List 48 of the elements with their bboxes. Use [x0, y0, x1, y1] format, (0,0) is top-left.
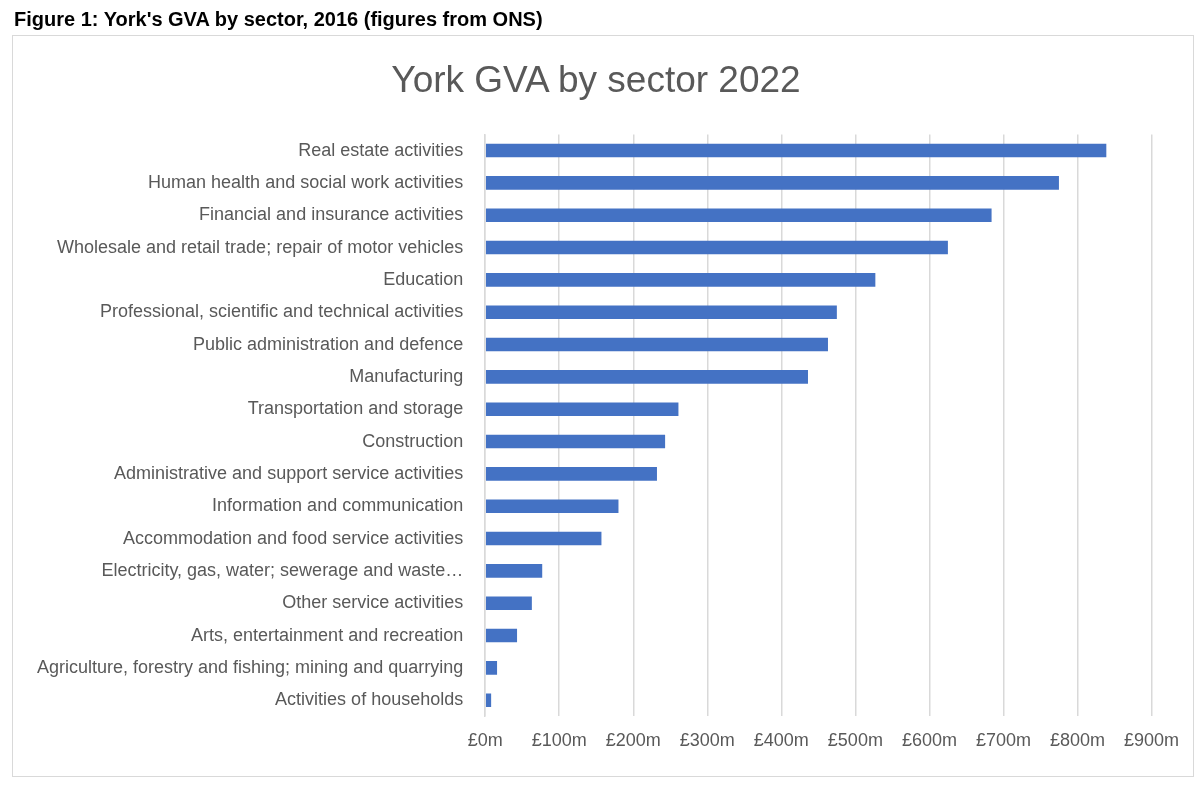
bar [485, 143, 1107, 158]
bar [485, 208, 992, 223]
y-tick-label: Accommodation and food service activities [123, 527, 464, 548]
x-tick-label: £700m [975, 730, 1031, 751]
y-tick-label: Public administration and defence [193, 333, 464, 354]
bar [485, 531, 602, 546]
bar [485, 661, 498, 675]
y-tick-label: Electricity, gas, water; sewerage and waste… [101, 559, 464, 580]
y-tick-label: Human health and social work activities [148, 171, 464, 192]
x-tick-label: £600m [901, 730, 957, 751]
x-tick-label: £500m [827, 730, 883, 751]
y-tick-label: Professional, scientific and technical activities [100, 301, 464, 322]
x-tick-label: £100m [531, 730, 587, 751]
bar [485, 693, 492, 708]
bar [485, 305, 837, 320]
bar [485, 499, 619, 514]
y-tick-label: Construction [362, 430, 464, 451]
bar [485, 564, 543, 578]
caption: Figure 1: York's GVA by sector, 2016 (figures from ONS) [14, 8, 544, 31]
bar [485, 628, 518, 643]
bar [485, 467, 657, 481]
x-tick-label: £200m [605, 730, 661, 751]
y-tick-label: Transportation and storage [247, 398, 464, 419]
x-tick-label: £300m [679, 730, 735, 751]
bar [485, 273, 876, 287]
y-tick-label: Agriculture, forestry and fishing; mining and quarrying [37, 656, 464, 677]
y-tick-label: Real estate activities [298, 139, 464, 160]
y-tick-label: Manufacturing [349, 365, 464, 386]
x-tick-label: £900m [1123, 730, 1179, 751]
y-tick-label: Other service activities [282, 592, 464, 613]
y-tick-label: Administrative and support service activities [114, 462, 464, 483]
y-tick-label: Arts, entertainment and recreation [191, 624, 464, 645]
bar [485, 240, 948, 255]
chart-title: York GVA by sector 2022 [391, 59, 801, 101]
x-tick-label: £800m [1049, 730, 1105, 751]
bar [485, 337, 828, 352]
y-tick-label: Information and communication [212, 495, 464, 516]
y-tick-label: Activities of households [275, 689, 464, 710]
bar [485, 434, 666, 449]
y-tick-label: Education [383, 268, 464, 289]
bar [485, 176, 1059, 190]
y-tick-label: Financial and insurance activities [199, 204, 464, 225]
x-tick-label: £0m [467, 730, 503, 751]
bar [485, 402, 679, 417]
bar [485, 370, 808, 384]
x-tick-label: £400m [753, 730, 809, 751]
y-tick-label: Wholesale and retail trade; repair of motor vehicles [57, 236, 464, 257]
bar [485, 596, 532, 611]
